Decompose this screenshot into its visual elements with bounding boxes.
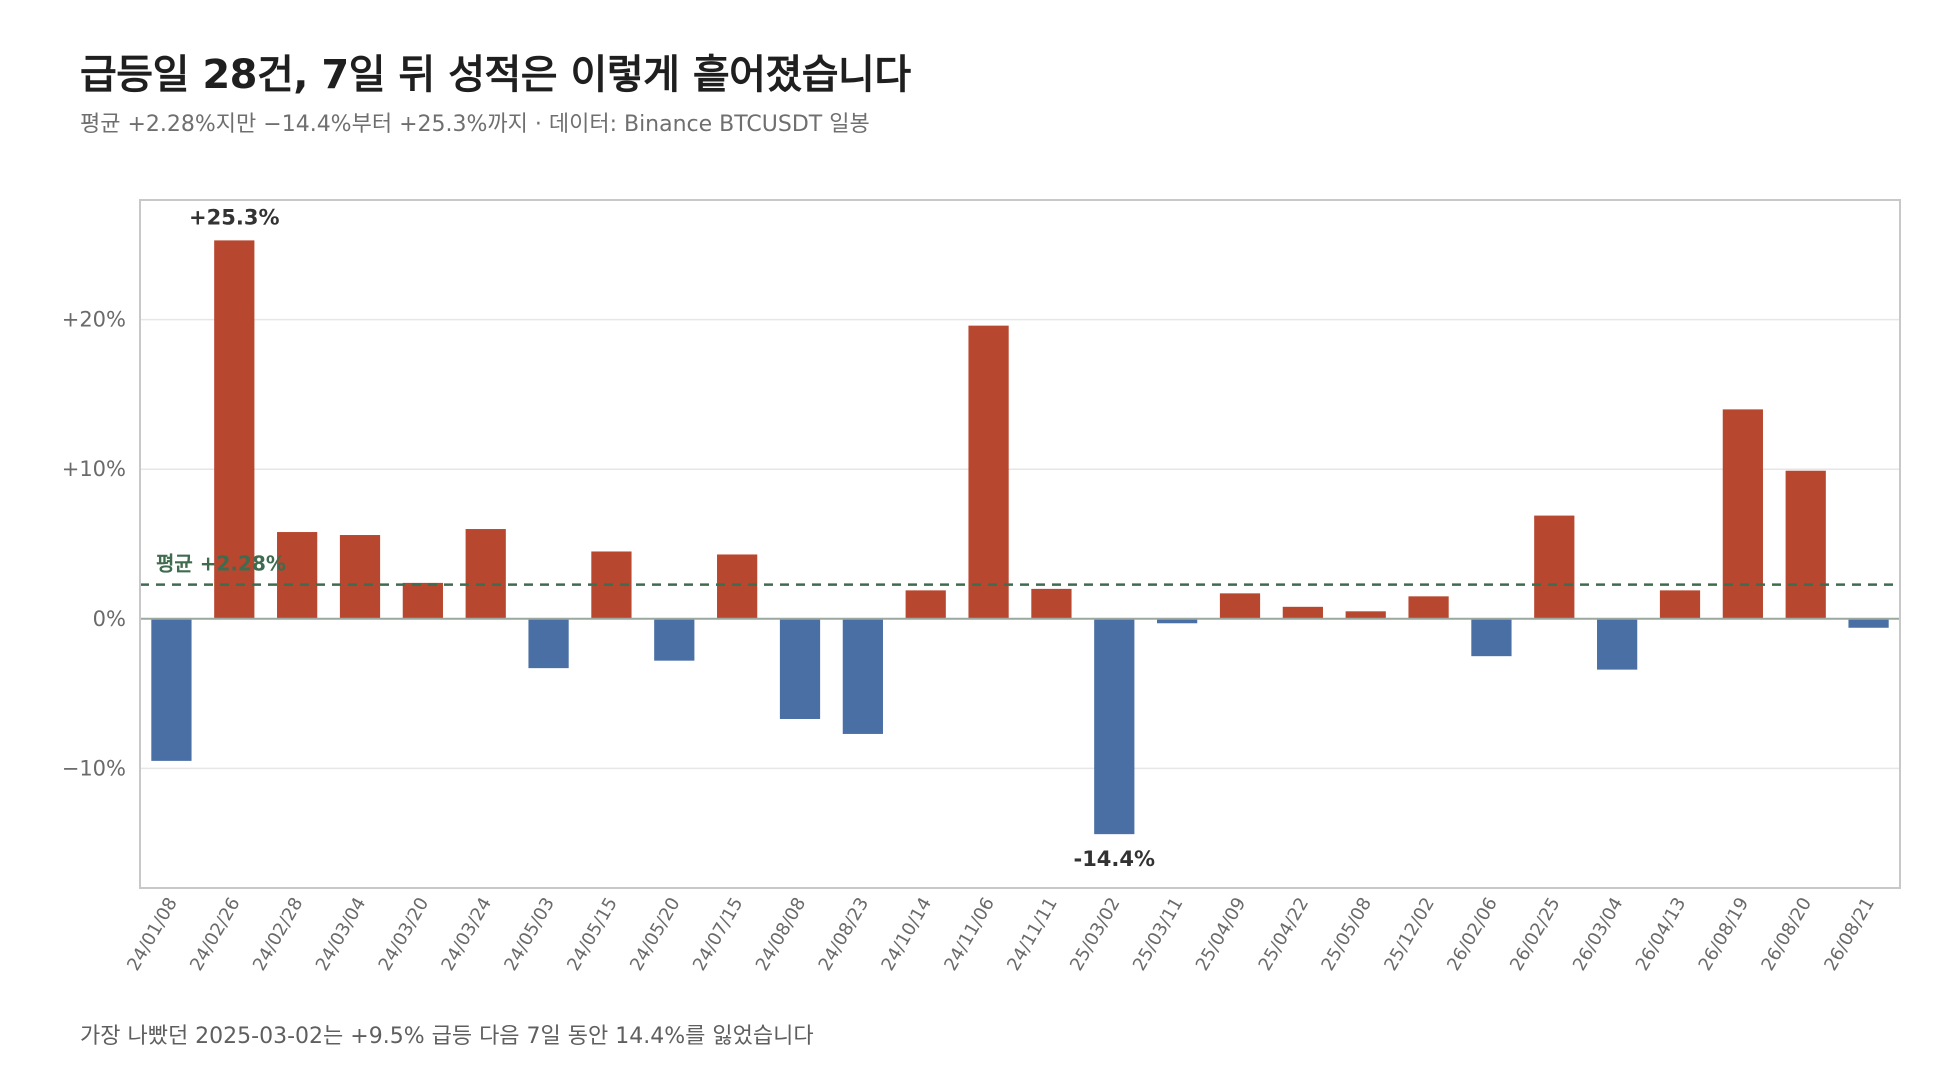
bar <box>779 618 821 719</box>
plot-frame <box>139 199 1901 889</box>
x-tick-label: 24/10/14 <box>877 894 936 975</box>
x-tick-label: 26/02/06 <box>1443 894 1502 975</box>
bar <box>277 532 318 619</box>
bar <box>1094 618 1135 835</box>
bar <box>1471 618 1512 657</box>
x-tick-label: 26/08/20 <box>1757 894 1816 975</box>
x-tick-label: 24/02/26 <box>186 894 245 975</box>
bar <box>465 529 506 619</box>
mean-label: 평균 +2.28% <box>156 552 286 576</box>
x-tick-label: 24/08/08 <box>752 894 811 975</box>
x-tick-label: 26/08/21 <box>1820 894 1879 975</box>
x-tick-label: 24/03/20 <box>375 894 434 975</box>
x-tick-label: 25/03/11 <box>1129 894 1188 975</box>
y-tick-label: 0% <box>93 607 126 631</box>
bar <box>1408 596 1449 619</box>
bar <box>842 618 883 734</box>
x-tick-label: 25/04/22 <box>1255 894 1314 975</box>
bar <box>1282 606 1323 619</box>
y-tick-label: +10% <box>62 457 126 481</box>
x-tick-label: 25/03/02 <box>1066 894 1125 975</box>
bar <box>968 325 1009 619</box>
x-tick-label: 24/03/04 <box>312 894 371 975</box>
x-tick-label: 24/11/11 <box>1003 894 1062 975</box>
bar <box>654 618 695 661</box>
x-tick-label: 25/12/02 <box>1380 894 1439 975</box>
x-tick-label: 26/04/13 <box>1632 894 1691 975</box>
x-tick-label: 24/02/28 <box>249 894 308 975</box>
x-tick-label: 24/05/15 <box>563 894 622 975</box>
bar <box>905 590 946 619</box>
x-tick-label: 26/03/04 <box>1569 894 1628 975</box>
data-label: +25.3% <box>189 205 279 229</box>
x-tick-label: 24/01/08 <box>123 894 182 975</box>
x-tick-label: 25/05/08 <box>1317 894 1376 975</box>
bar <box>1722 409 1763 619</box>
bar <box>1848 618 1889 628</box>
x-tick-label: 26/02/25 <box>1506 894 1565 975</box>
x-tick-label: 24/08/23 <box>815 894 874 975</box>
x-tick-label: 24/07/15 <box>689 894 748 975</box>
bar <box>151 618 192 761</box>
bar <box>528 618 569 669</box>
chart-subtitle: 평균 +2.28%지만 −14.4%부터 +25.3%까지 · 데이터: Bin… <box>80 112 870 137</box>
data-label: -14.4% <box>1073 847 1155 871</box>
chart-footnote: 가장 나빴던 2025-03-02는 +9.5% 급등 다음 7일 동안 14.… <box>80 1024 814 1049</box>
bar <box>339 535 381 619</box>
x-tick-label: 24/05/20 <box>626 894 685 975</box>
chart-title: 급등일 28건, 7일 뒤 성적은 이렇게 흩어졌습니다 <box>80 52 911 98</box>
y-tick-label: +20% <box>62 308 126 332</box>
x-tick-label: 26/08/19 <box>1695 894 1754 975</box>
bar <box>214 240 255 619</box>
bar <box>1157 618 1198 624</box>
bar <box>1345 611 1386 619</box>
x-tick-label: 25/04/09 <box>1192 894 1251 975</box>
x-tick-label: 24/11/06 <box>940 894 999 975</box>
bar <box>717 554 758 619</box>
y-tick-label: −10% <box>62 756 126 780</box>
x-tick-label: 24/05/03 <box>500 894 559 975</box>
bar-chart: −10%0%+10%+20%24/01/08 24/02/26 24/02/28 24… <box>62 199 1901 975</box>
bar <box>1597 618 1638 670</box>
bar <box>402 582 443 619</box>
bar <box>1219 593 1261 619</box>
x-tick-label: 24/03/24 <box>437 894 496 975</box>
bar <box>1785 470 1826 619</box>
bar <box>1534 515 1575 619</box>
bar <box>1659 590 1701 619</box>
bar <box>1031 588 1072 619</box>
